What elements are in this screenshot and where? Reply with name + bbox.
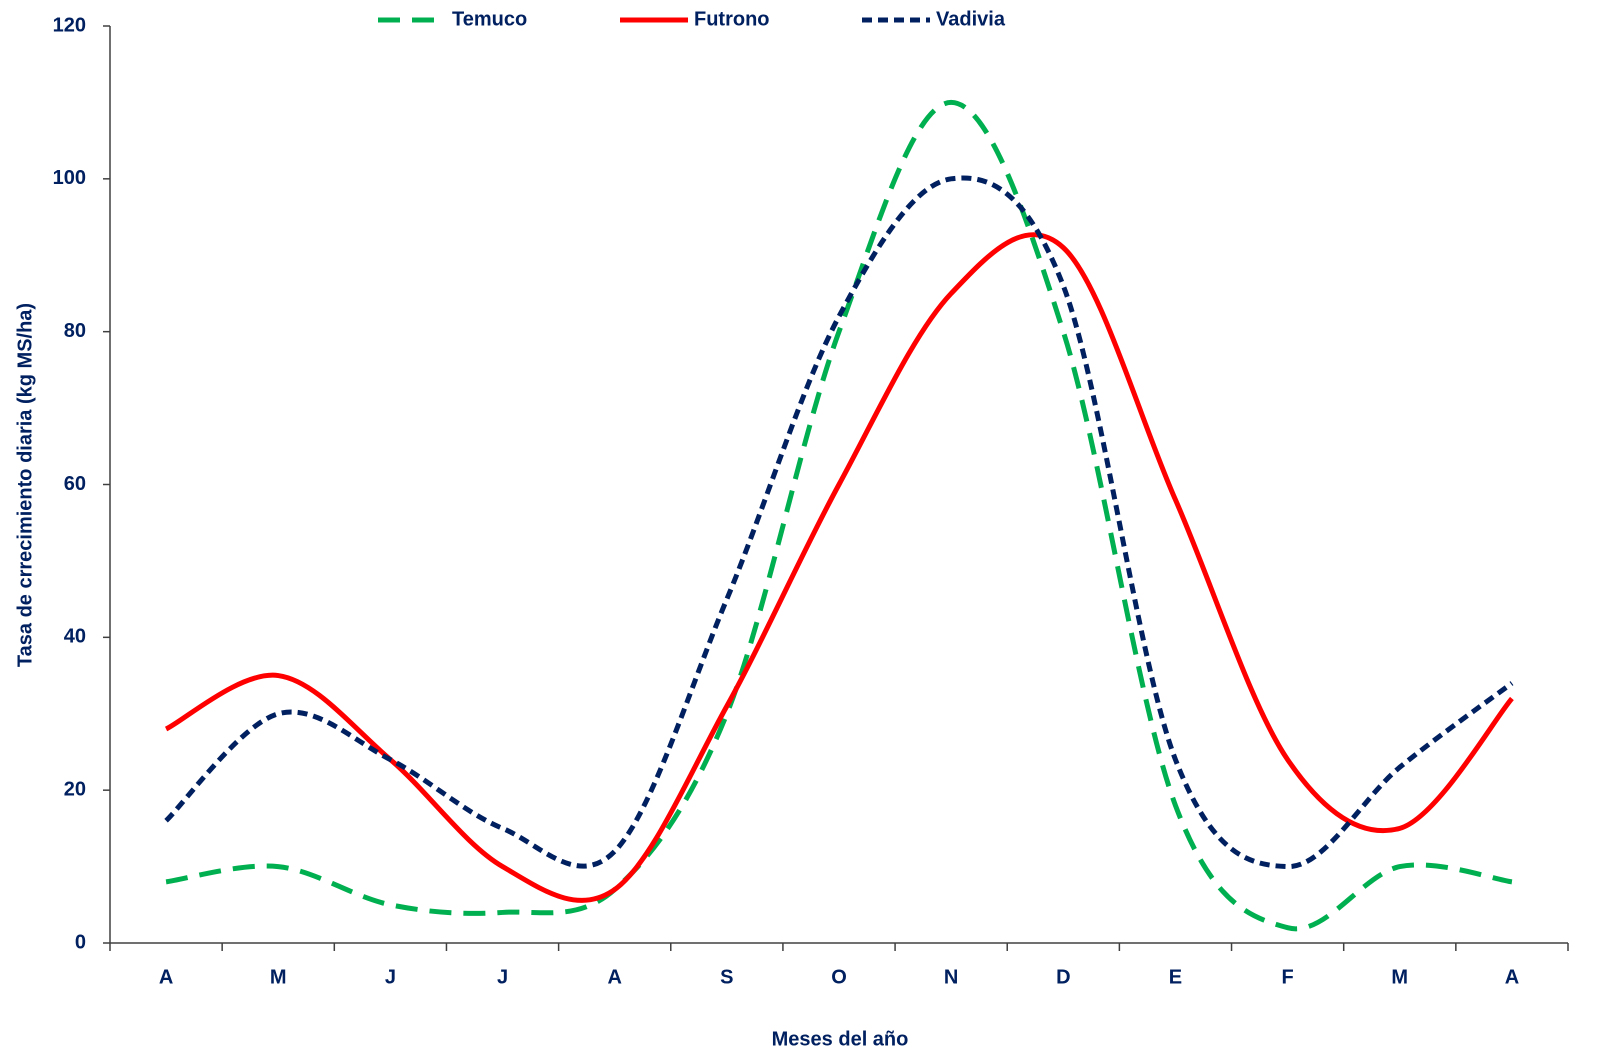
x-tick-label: J [497,966,508,988]
y-axis-title: Tasa de crrecimiento diaria (kg MS/ha) [14,303,36,667]
x-tick-label: F [1282,966,1294,988]
x-tick-label: A [1505,966,1519,988]
y-tick-label: 60 [64,473,86,495]
x-tick-label: N [944,966,958,988]
y-tick-label: 0 [75,931,86,953]
legend-label: Vadivia [936,8,1006,30]
legend-label: Futrono [694,8,770,30]
y-tick-label: 100 [53,167,86,189]
x-tick-label: S [720,966,733,988]
x-tick-label: E [1169,966,1182,988]
series-line [165,99,1513,932]
y-tick-label: 120 [53,14,86,36]
x-tick-label: D [1056,966,1070,988]
y-tick-label: 80 [64,320,86,342]
series-line [164,232,1514,903]
x-tick-label: A [607,966,621,988]
y-tick-label: 20 [64,778,86,800]
x-axis-title: Meses del año [772,1028,909,1050]
x-tick-label: M [270,966,287,988]
x-tick-label: A [159,966,173,988]
y-tick-label: 40 [64,626,86,648]
x-tick-label: O [831,966,847,988]
x-tick-label: J [385,966,396,988]
x-tick-label: M [1391,966,1408,988]
legend-label: Temuco [452,8,527,30]
series-line [164,175,1514,870]
